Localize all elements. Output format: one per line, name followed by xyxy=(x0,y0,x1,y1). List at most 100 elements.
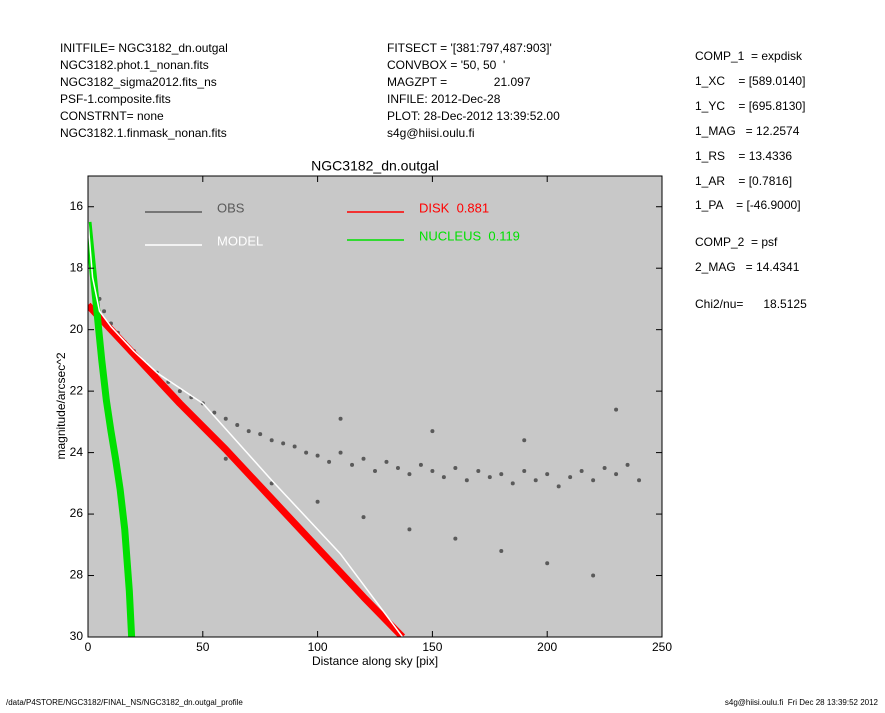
obs-point xyxy=(556,484,561,489)
obs-point xyxy=(499,548,504,553)
y-tick-label: 16 xyxy=(70,199,84,213)
header-info: MAGZPT = 21.097 xyxy=(387,75,531,89)
obs-point xyxy=(625,462,630,467)
obs-point xyxy=(545,561,550,566)
obs-point xyxy=(373,469,377,474)
header-info: PLOT: 28-Dec-2012 13:39:52.00 xyxy=(387,109,560,123)
obs-point xyxy=(327,459,332,464)
obs-point xyxy=(407,527,412,532)
obs-point xyxy=(407,472,412,477)
header-info: CONVBOX = '50, 50 ' xyxy=(387,58,505,72)
obs-point xyxy=(522,469,527,474)
chart-title: NGC3182_dn.outgal xyxy=(311,158,439,174)
model-band xyxy=(88,302,406,637)
fit-parameter: COMP_1 = expdisk xyxy=(695,49,803,63)
header-info: NGC3182.1.finmask_nonan.fits xyxy=(60,126,227,140)
obs-point xyxy=(430,469,435,474)
x-tick-label: 100 xyxy=(308,640,328,654)
y-axis-label: magnitude/arcsec^2 xyxy=(54,352,68,459)
obs-point xyxy=(476,469,481,474)
fit-parameter: Chi2/nu= 18.5125 xyxy=(695,297,807,311)
plot-data xyxy=(88,221,642,637)
obs-point xyxy=(338,450,343,455)
x-tick-label: 250 xyxy=(652,640,672,654)
header-info: s4g@hiisi.oulu.fi xyxy=(387,126,475,140)
obs-point xyxy=(453,465,458,470)
x-tick-label: 200 xyxy=(537,640,557,654)
fit-parameter: 1_XC = [589.0140] xyxy=(695,74,805,88)
obs-point xyxy=(281,441,286,446)
obs-point xyxy=(637,478,642,483)
obs-point xyxy=(579,469,584,474)
obs-point xyxy=(384,459,389,464)
footer-user: s4g@hiisi.oulu.fi Fri Dec 28 13:39:52 20… xyxy=(725,698,879,707)
obs-point xyxy=(614,407,619,412)
obs-point xyxy=(235,422,240,427)
header-info: NGC3182.phot.1_nonan.fits xyxy=(60,58,209,72)
y-tick-label: 26 xyxy=(70,506,84,520)
obs-point xyxy=(292,444,297,449)
obs-point xyxy=(102,309,107,314)
header-info: CONSTRNT= none xyxy=(60,109,164,123)
obs-point xyxy=(591,573,596,578)
y-tick-label: 24 xyxy=(70,445,84,459)
obs-point xyxy=(533,478,538,483)
obs-point xyxy=(591,478,596,483)
fit-parameter: 1_AR = [0.7816] xyxy=(695,174,792,188)
obs-point xyxy=(269,438,274,443)
header-info: FITSECT = '[381:797,487:903]' xyxy=(387,41,552,55)
legend-label: MODEL xyxy=(217,233,263,248)
obs-point xyxy=(177,389,182,394)
obs-point xyxy=(212,410,217,415)
obs-point xyxy=(223,456,228,461)
obs-point xyxy=(350,462,355,467)
obs-point xyxy=(304,450,309,455)
x-axis-label: Distance along sky [pix] xyxy=(312,654,438,668)
y-tick-label: 20 xyxy=(70,322,84,336)
x-tick-label: 150 xyxy=(422,640,442,654)
obs-point xyxy=(499,472,504,477)
obs-point xyxy=(361,515,366,520)
obs-point xyxy=(315,499,320,504)
y-tick-label: 28 xyxy=(70,568,84,582)
obs-point xyxy=(246,429,251,434)
header-info: INFILE: 2012-Dec-28 xyxy=(387,92,501,106)
legend-label: DISK 0.881 xyxy=(419,200,489,215)
obs-point xyxy=(522,438,527,443)
fit-parameter: 1_YC = [695.8130] xyxy=(695,99,805,113)
header-info: INITFILE= NGC3182_dn.outgal xyxy=(60,41,228,55)
footer-path: /data/P4STORE/NGC3182/FINAL_NS/NGC3182_d… xyxy=(6,698,243,707)
x-tick-label: 50 xyxy=(196,640,210,654)
y-tick-label: 18 xyxy=(70,260,84,274)
obs-point xyxy=(568,475,573,480)
obs-point xyxy=(510,481,515,486)
obs-point xyxy=(258,432,263,437)
fit-parameter: 1_PA = [-46.9000] xyxy=(695,198,801,212)
model-band xyxy=(88,221,136,637)
obs-point xyxy=(361,456,366,461)
fit-parameter: COMP_2 = psf xyxy=(695,235,778,249)
obs-point xyxy=(418,462,423,467)
obs-point xyxy=(464,478,469,483)
x-tick-label: 0 xyxy=(85,640,92,654)
obs-point xyxy=(545,472,550,477)
obs-point xyxy=(441,475,446,480)
plot-frame xyxy=(87,175,663,638)
obs-point xyxy=(487,475,492,480)
obs-point xyxy=(395,465,400,470)
obs-point xyxy=(430,429,435,434)
obs-point xyxy=(223,416,228,421)
y-tick-label: 22 xyxy=(70,383,84,397)
obs-point xyxy=(614,472,619,477)
obs-point xyxy=(315,453,320,458)
legend-label: NUCLEUS 0.119 xyxy=(419,228,520,243)
legend-label: OBS xyxy=(217,200,245,215)
fit-parameter: 2_MAG = 14.4341 xyxy=(695,260,800,274)
model-line xyxy=(88,222,404,637)
y-tick-label: 30 xyxy=(70,629,84,643)
obs-point xyxy=(453,536,458,541)
fit-parameter: 1_RS = 13.4336 xyxy=(695,149,792,163)
fit-parameter: 1_MAG = 12.2574 xyxy=(695,124,800,138)
header-info: NGC3182_sigma2012.fits_ns xyxy=(60,75,217,89)
